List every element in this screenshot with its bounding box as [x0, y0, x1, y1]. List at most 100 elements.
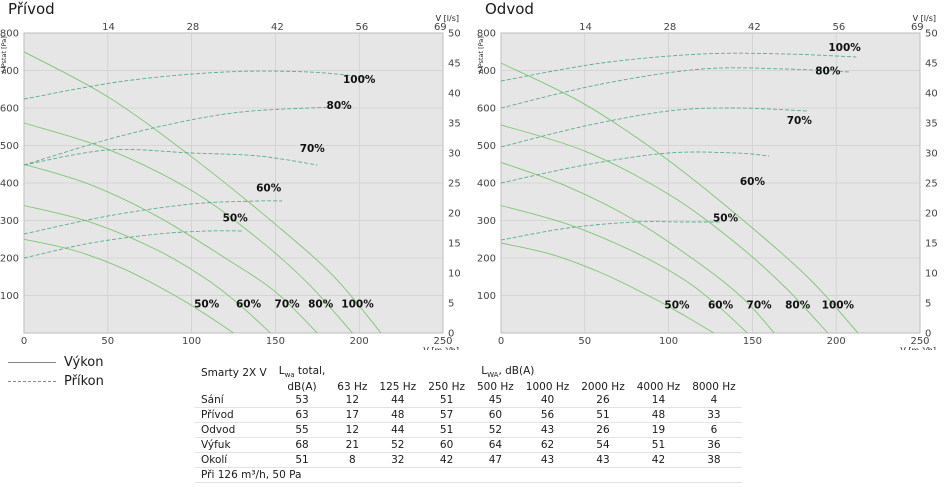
row-label: Výfuk [195, 437, 273, 454]
legend-label-vykon: Výkon [64, 355, 104, 370]
table-footnote-row: Při 126 m³/h, 50 Pa [195, 467, 742, 484]
y2-tick-label: 10 [925, 269, 937, 280]
x2-tick-label: 28 [664, 22, 677, 33]
x-tick-label: 100 [659, 336, 678, 347]
table-cell: 26 [575, 422, 631, 439]
table-cell: 47 [470, 452, 520, 469]
y2-tick-label: 45 [925, 59, 937, 70]
table-cell: 12 [331, 393, 374, 409]
table-cell: 17 [331, 407, 374, 424]
y-axis-label: Δ Pstat [Pa] [477, 36, 485, 74]
legend-item-prikon: Příkon [8, 372, 104, 391]
header-lwa: LWA, dB(A) [331, 365, 741, 379]
table-cell: 19 [630, 422, 687, 439]
table-cell: 42 [630, 452, 687, 469]
table-row: Výfuk 68 21 52 60 64 62 54 51 36 [195, 437, 742, 454]
noise-table: Smarty 2X V Lwa total, LWA, dB(A) dB(A) … [195, 365, 742, 484]
legend: Výkon Příkon [8, 353, 104, 391]
curve-label: 80% [308, 299, 334, 311]
power-curve [23, 70, 373, 100]
pressure-curve [23, 51, 382, 334]
curve-label: 50% [194, 299, 220, 311]
table-cell: 51 [575, 407, 631, 424]
table-cell: 51 [272, 452, 332, 469]
table-cell: 45 [470, 393, 520, 409]
x2-tick-label: 56 [833, 22, 846, 33]
y2-tick-label: 30 [448, 149, 460, 160]
table-cell: 4 [686, 393, 742, 409]
header-lwa-sub: WA [487, 371, 499, 380]
chart-title-privod: Přívod [8, 0, 55, 18]
y2-tick-label: 0 [925, 329, 931, 340]
curve-label: 100% [343, 74, 376, 86]
table-header-row-2: dB(A) 63 Hz 125 Hz 250 Hz 500 Hz 1000 Hz 2000… [195, 379, 742, 393]
header-lwa-total-sub: wa [284, 371, 295, 380]
pressure-curve [500, 205, 748, 334]
row-label: Odvod [195, 422, 273, 439]
table-cell: 54 [575, 437, 631, 454]
table-cell: 55 [272, 422, 332, 439]
pressure-curve [23, 163, 318, 334]
y-tick-label: 800 [0, 29, 19, 40]
pressure-curve [500, 161, 775, 334]
row-label: Sání [195, 393, 273, 409]
curve-label: 100% [822, 300, 855, 312]
legend-label-prikon: Příkon [64, 374, 104, 389]
table-cell: 21 [331, 437, 374, 454]
table-cell: 52 [373, 437, 423, 454]
table-cell: 68 [272, 437, 332, 454]
y-tick-label: 200 [0, 254, 19, 265]
curve-label: 50% [664, 300, 690, 312]
curve-label: 70% [300, 143, 326, 155]
table-row: Odvod 55 12 44 51 52 43 26 19 6 [195, 422, 742, 439]
table-cell: 38 [686, 452, 742, 469]
table-row: Okolí 51 8 32 42 47 43 43 42 38 [195, 452, 742, 469]
power-curve [500, 151, 770, 184]
y-tick-label: 500 [477, 141, 496, 152]
table-cell: 57 [422, 407, 471, 424]
curve-label: 60% [740, 176, 766, 188]
table-cell: 64 [470, 437, 520, 454]
table-cell: 60 [422, 437, 471, 454]
table-cell: 43 [575, 452, 631, 469]
power-curve [500, 67, 850, 109]
legend-item-vykon: Výkon [8, 353, 104, 372]
header-band: 8000 Hz [692, 381, 736, 394]
y-tick-label: 300 [0, 216, 19, 227]
x2-axis-label: V [l/s] [913, 14, 936, 23]
table-cell: 43 [519, 452, 576, 469]
y-axis-label: Δ Pstat [Pa] [0, 36, 8, 74]
power-curve [500, 221, 723, 241]
y-tick-label: 200 [477, 254, 496, 265]
y-tick-label: 700 [0, 66, 19, 77]
table-cell: 51 [630, 437, 687, 454]
curve-label: 60% [236, 299, 262, 311]
chart-title-odvod: Odvod [485, 0, 534, 18]
curve-label: 100% [341, 299, 374, 311]
solid-line-swatch [8, 362, 56, 363]
power-curve [500, 52, 857, 82]
header-band: 4000 Hz [636, 381, 681, 394]
x-tick-label: 100 [182, 336, 201, 347]
x-tick-label: 200 [350, 336, 369, 347]
x2-axis-label: V [l/s] [436, 14, 459, 23]
table-cell: 52 [470, 422, 520, 439]
dashed-line-swatch [8, 381, 56, 382]
table-cell: 33 [686, 407, 742, 424]
y2-tick-label: 25 [448, 179, 460, 190]
y2-tick-label: 35 [925, 119, 937, 130]
table-cell: 63 [272, 407, 332, 424]
curve-label: 70% [275, 299, 301, 311]
header-lwa-text: , dB(A) [498, 365, 535, 377]
table-cell: 40 [519, 393, 576, 409]
x-tick-label: 150 [743, 336, 762, 347]
header-lwa-total-L: L [278, 365, 285, 377]
table-cell: 48 [630, 407, 687, 424]
table-footnote: Při 126 m³/h, 50 Pa [195, 467, 742, 484]
row-label: Okolí [195, 452, 273, 469]
header-band: 125 Hz [379, 381, 417, 394]
y2-tick-label: 25 [925, 179, 937, 190]
header-band: 500 Hz [476, 381, 514, 394]
